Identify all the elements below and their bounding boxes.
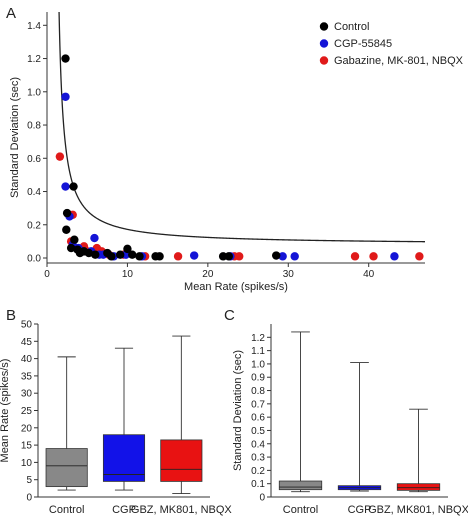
category-label-b: CGP (112, 504, 136, 516)
scatter-point (66, 243, 76, 253)
y-tick-label-c: 0.9 (251, 373, 265, 384)
y-tick-label-a: 1.2 (27, 54, 41, 65)
panel-label-b: B (6, 307, 16, 324)
y-tick-label-c: 0.4 (251, 439, 265, 450)
box (396, 483, 441, 491)
legend-marker (319, 22, 329, 31)
scatter-point (61, 182, 70, 191)
y-tick-label-b: 25 (21, 406, 33, 417)
x-tick-label-a: 30 (283, 269, 295, 280)
box (160, 439, 203, 482)
y-tick-label-a: 1.0 (27, 87, 41, 98)
scatter-point (90, 233, 99, 243)
scatter-point (84, 248, 94, 258)
y-tick-label-c: 0.6 (251, 413, 265, 424)
category-label-b: Control (49, 504, 84, 516)
y-tick-label-a: 0.0 (27, 254, 41, 265)
y-tick-label-b: 10 (21, 458, 33, 469)
scatter-point (115, 250, 125, 259)
box-chart-c: 0 0.1 0.2 0.3 0.4 0.5 0.6 0.7 0.8 0.9 1.0 1.1 1.2 Sta… (232, 324, 468, 516)
scatter-point (61, 92, 70, 101)
legend-label: Control (334, 21, 369, 33)
y-axis-title-c: Standard Deviation (sec) (232, 350, 244, 471)
box (278, 480, 323, 491)
y-tick-label-c: 0.2 (251, 466, 265, 477)
fit-curve (58, 11, 426, 243)
scatter-point (91, 250, 100, 259)
y-axis-title-a: Standard Deviation (sec) (9, 77, 21, 198)
scatter-point (55, 152, 65, 161)
scatter-point (189, 251, 199, 260)
y-axis-title-b: Mean Rate (spikes/s) (0, 359, 11, 463)
x-tick-label-a: 40 (363, 269, 375, 280)
legend-marker (319, 56, 329, 65)
y-tick-label-b: 5 (26, 475, 32, 486)
legend-label: Gabazine, MK-801, NBQX (334, 55, 464, 67)
panel-label-c: C (224, 307, 235, 324)
y-tick-label-b: 50 (21, 320, 33, 331)
y-tick-label-c: 0.8 (251, 386, 265, 397)
scatter-point (415, 252, 424, 261)
scatter-point (235, 252, 244, 261)
scatter-point (155, 252, 164, 261)
category-label-c: CGP (348, 504, 372, 516)
y-tick-label-b: 0 (26, 493, 32, 504)
x-tick-label-a: 10 (122, 269, 134, 280)
box (45, 448, 88, 488)
y-tick-label-c: 1.0 (251, 359, 265, 370)
y-tick-label-b: 45 (21, 337, 33, 348)
scatter-point (107, 252, 116, 261)
y-tick-label-b: 35 (21, 371, 33, 382)
y-tick-label-c: 0.7 (251, 399, 265, 410)
y-tick-label-c: 0.1 (251, 479, 265, 490)
y-tick-label-a: 0.6 (27, 154, 41, 165)
scatter-point (69, 182, 78, 191)
y-tick-label-b: 20 (21, 423, 33, 434)
scatter-point (70, 235, 79, 244)
x-axis-title-a: Mean Rate (spikes/s) (184, 281, 288, 293)
y-tick-label-c: 1.1 (251, 346, 265, 357)
y-tick-label-a: 1.4 (27, 21, 41, 32)
y-tick-label-c: 1.2 (251, 333, 265, 344)
scatter-point (135, 252, 144, 261)
scatter-point (224, 252, 233, 261)
scatter-point (390, 252, 399, 261)
scatter-point (272, 251, 281, 260)
legend-marker (319, 39, 329, 48)
category-label-c: Control (283, 504, 318, 516)
scatter-point (173, 252, 183, 261)
legend-label: CGP-55845 (334, 38, 392, 50)
scatter-point (278, 252, 287, 261)
scatter-point (369, 252, 378, 261)
scatter-point (123, 244, 132, 254)
x-tick-label-a: 20 (202, 269, 214, 280)
category-label-b: GBZ, MK801, NBQX (131, 504, 233, 516)
scatter-point (62, 208, 72, 218)
scatter-point (61, 54, 70, 63)
panel-label-a: A (6, 5, 16, 22)
y-tick-label-c: 0.3 (251, 453, 265, 464)
scatter-point (290, 252, 299, 261)
scatter-chart-a: 0 10 20 30 40 0.0 0.2 0.4 0.6 0.8 1.0 1.2 1.4 Mean Ra… (9, 11, 464, 293)
y-tick-label-a: 0.8 (27, 121, 41, 132)
scatter-point (128, 250, 137, 259)
category-label-c: GBZ, MK801, NBQX (368, 504, 468, 516)
y-tick-label-b: 15 (21, 441, 33, 452)
y-tick-label-c: 0.5 (251, 426, 265, 437)
y-tick-label-b: 40 (21, 354, 33, 365)
y-tick-label-a: 0.2 (27, 220, 41, 231)
x-tick-label-a: 0 (44, 269, 50, 280)
y-tick-label-c: 0 (259, 493, 265, 504)
y-tick-label-a: 0.4 (27, 187, 41, 198)
scatter-point (350, 252, 360, 261)
box-chart-b: 0 5 10 15 20 25 30 35 40 45 50 Mean Rate (spikes/s)… (0, 320, 232, 517)
y-tick-label-b: 30 (21, 389, 33, 400)
scatter-point (62, 225, 71, 234)
box (102, 434, 146, 482)
